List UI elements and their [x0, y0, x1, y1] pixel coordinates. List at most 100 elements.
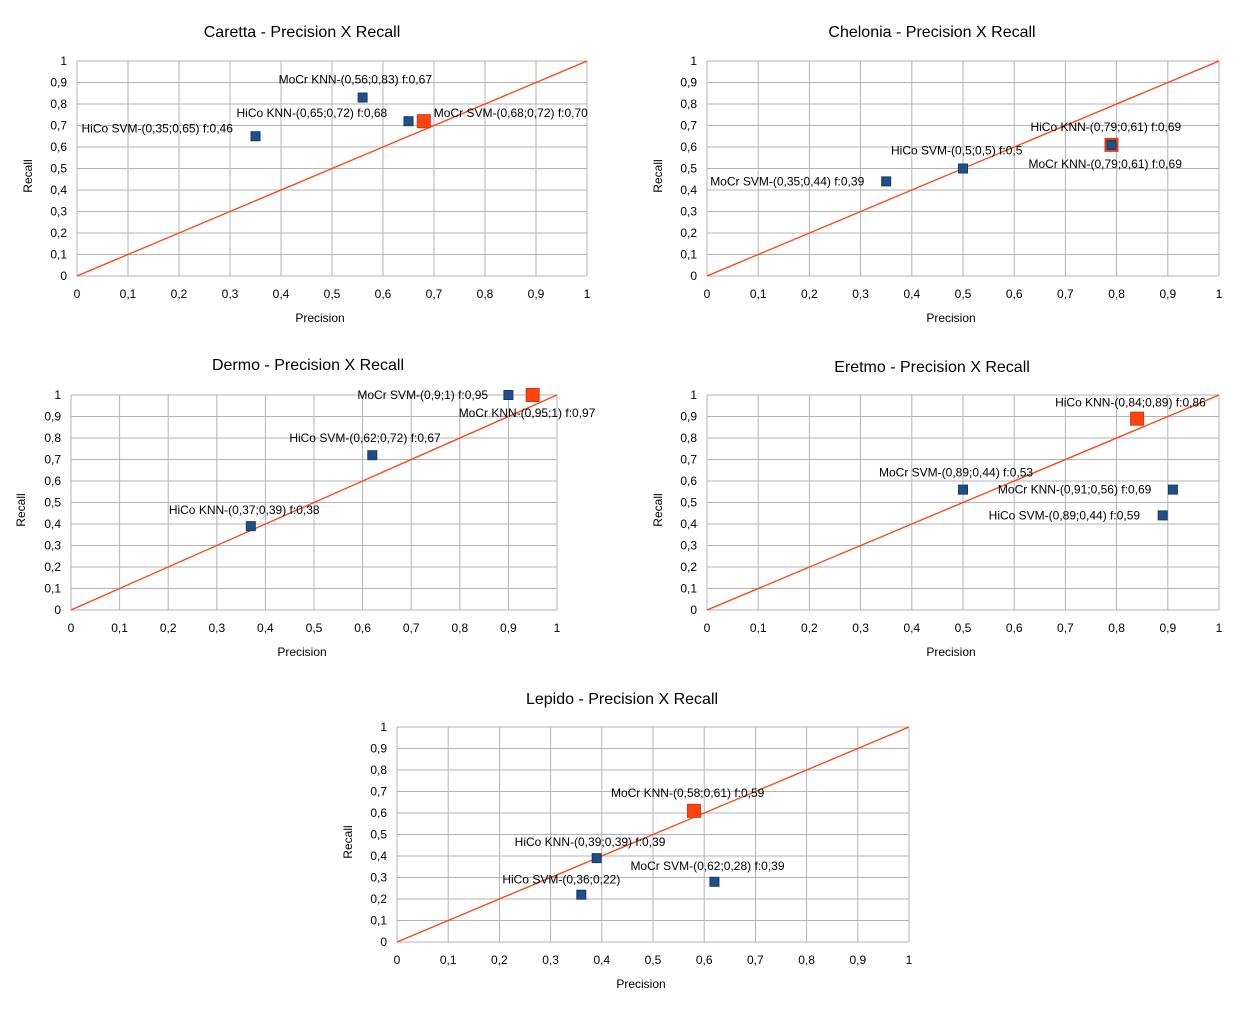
best-point-marker: [1130, 411, 1145, 426]
x-tick-label: 1: [584, 287, 591, 301]
y-tick-label: 0,4: [370, 849, 387, 863]
diagonal-reference-line: [76, 60, 588, 277]
data-point-marker: [576, 889, 587, 900]
data-point-label: HiCo SVM-(0,35;0,65) f:0,46: [82, 121, 234, 135]
y-tick-label: 1: [690, 388, 697, 402]
x-tick-label: 0,1: [120, 287, 137, 301]
data-point-label: MoCr KNN-(0,56;0,83) f:0,67: [279, 73, 433, 87]
data-point-label: MoCr KNN-(0,58;0,61) f:0,59: [611, 786, 765, 800]
x-tick-label: 0,8: [451, 621, 468, 635]
y-tick-label: 0,5: [50, 162, 67, 176]
chart-2: Chelonia - Precision X Recall 0 0,1 0,2 0,3 0…: [651, 24, 1223, 325]
x-axis-label: Precision: [616, 977, 665, 991]
y-tick-label: 0,6: [370, 806, 387, 820]
x-tick-label: 0,4: [257, 621, 274, 635]
y-tick-label: 0,3: [370, 871, 387, 885]
x-tick-label: 0: [68, 621, 75, 635]
x-tick-label: 0,5: [955, 287, 972, 301]
x-tick-label: 0,1: [750, 621, 767, 635]
y-tick-label: 0: [690, 269, 697, 283]
x-tick-label: 1: [554, 621, 561, 635]
y-tick-label: 0,2: [370, 892, 387, 906]
y-tick-label: 0,9: [44, 410, 61, 424]
y-tick-label: 0,2: [680, 226, 697, 240]
diagonal-reference-line: [70, 394, 558, 611]
data-point-label: MoCr SVM-(0,89;0,44) f:0,53: [879, 466, 1033, 480]
data-point-marker: [881, 176, 892, 187]
x-tick-label: 0,6: [1006, 621, 1023, 635]
x-tick-label: 0: [704, 621, 711, 635]
x-tick-label: 0,9: [1159, 621, 1176, 635]
y-axis-label: Recall: [21, 159, 35, 192]
x-tick-label: 0,9: [1159, 287, 1176, 301]
x-tick-label: 0,6: [354, 621, 371, 635]
y-tick-label: 0,4: [50, 183, 67, 197]
y-axis-label: Recall: [651, 493, 665, 526]
x-tick-label: 0: [704, 287, 711, 301]
chart-title: Caretta - Precision X Recall: [204, 24, 401, 41]
y-tick-label: 0,5: [680, 162, 697, 176]
x-tick-label: 0,7: [1057, 621, 1074, 635]
x-tick-label: 0,5: [645, 953, 662, 967]
y-tick-label: 0,1: [680, 582, 697, 596]
y-tick-label: 1: [60, 54, 67, 68]
x-tick-label: 0,3: [852, 287, 869, 301]
data-point-label: HiCo SVM-(0,36;0,22): [502, 873, 620, 887]
y-tick-label: 0,2: [44, 560, 61, 574]
y-tick-label: 0,4: [680, 183, 697, 197]
x-axis-label: Precision: [295, 311, 344, 325]
y-tick-label: 0,1: [44, 582, 61, 596]
x-tick-label: 0,7: [747, 953, 764, 967]
x-tick-label: 0,8: [798, 953, 815, 967]
data-point-marker: [958, 484, 968, 495]
y-tick-label: 0: [380, 935, 387, 949]
y-tick-label: 1: [690, 54, 697, 68]
y-tick-label: 0,7: [44, 453, 61, 467]
data-point-marker: [367, 450, 378, 461]
x-tick-label: 0,6: [696, 953, 713, 967]
data-point-label: HiCo KNN-(0,84;0,89) f:0,86: [1055, 396, 1206, 410]
x-tick-label: 0,7: [403, 621, 420, 635]
data-point-marker: [250, 131, 261, 142]
y-tick-label: 0,6: [44, 474, 61, 488]
y-tick-label: 1: [380, 720, 387, 734]
chart-title: Lepido - Precision X Recall: [526, 691, 718, 708]
chart-title: Chelonia - Precision X Recall: [828, 24, 1035, 41]
chart-title: Eretmo - Precision X Recall: [834, 359, 1030, 376]
data-point-marker: [357, 92, 368, 103]
x-tick-label: 0,8: [1108, 621, 1125, 635]
y-tick-label: 0,8: [680, 97, 697, 111]
data-point-label: MoCr KNN-(0,95;1) f:0,97: [459, 406, 596, 420]
x-tick-label: 0,6: [375, 287, 392, 301]
y-tick-label: 0,3: [44, 539, 61, 553]
x-tick-label: 0,5: [955, 621, 972, 635]
x-axis-label: Precision: [277, 645, 326, 659]
data-point-label: HiCo SVM-(0,89;0,44) f:0,59: [989, 508, 1141, 522]
x-tick-label: 0,4: [273, 287, 290, 301]
data-point-label: MoCr KNN-(0,79;0,61) f:0,69: [1028, 157, 1182, 171]
y-tick-label: 1: [54, 388, 61, 402]
data-point-marker: [403, 116, 414, 127]
x-tick-label: 1: [1216, 621, 1223, 635]
y-tick-label: 0: [60, 269, 67, 283]
y-tick-label: 0,9: [370, 742, 387, 756]
data-point-marker: [503, 390, 514, 400]
y-tick-label: 0: [690, 603, 697, 617]
data-point-label: HiCo KNN-(0,79;0,61) f:0,69: [1030, 120, 1181, 134]
data-point-marker: [245, 521, 256, 532]
y-tick-label: 0,6: [680, 140, 697, 154]
x-tick-label: 0,9: [500, 621, 517, 635]
y-tick-label: 0,6: [50, 140, 67, 154]
x-tick-label: 0,2: [160, 621, 177, 635]
y-tick-label: 0,7: [50, 119, 67, 133]
x-tick-label: 0,9: [528, 287, 545, 301]
y-tick-label: 0,5: [680, 496, 697, 510]
y-tick-label: 0,8: [50, 97, 67, 111]
y-tick-label: 0,6: [680, 474, 697, 488]
y-tick-label: 0,8: [680, 431, 697, 445]
x-tick-label: 0,3: [208, 621, 225, 635]
x-tick-label: 0,1: [750, 287, 767, 301]
x-tick-label: 0,4: [903, 287, 920, 301]
data-point-label: HiCo SVM-(0,5;0,5) f:0,5: [891, 144, 1023, 158]
